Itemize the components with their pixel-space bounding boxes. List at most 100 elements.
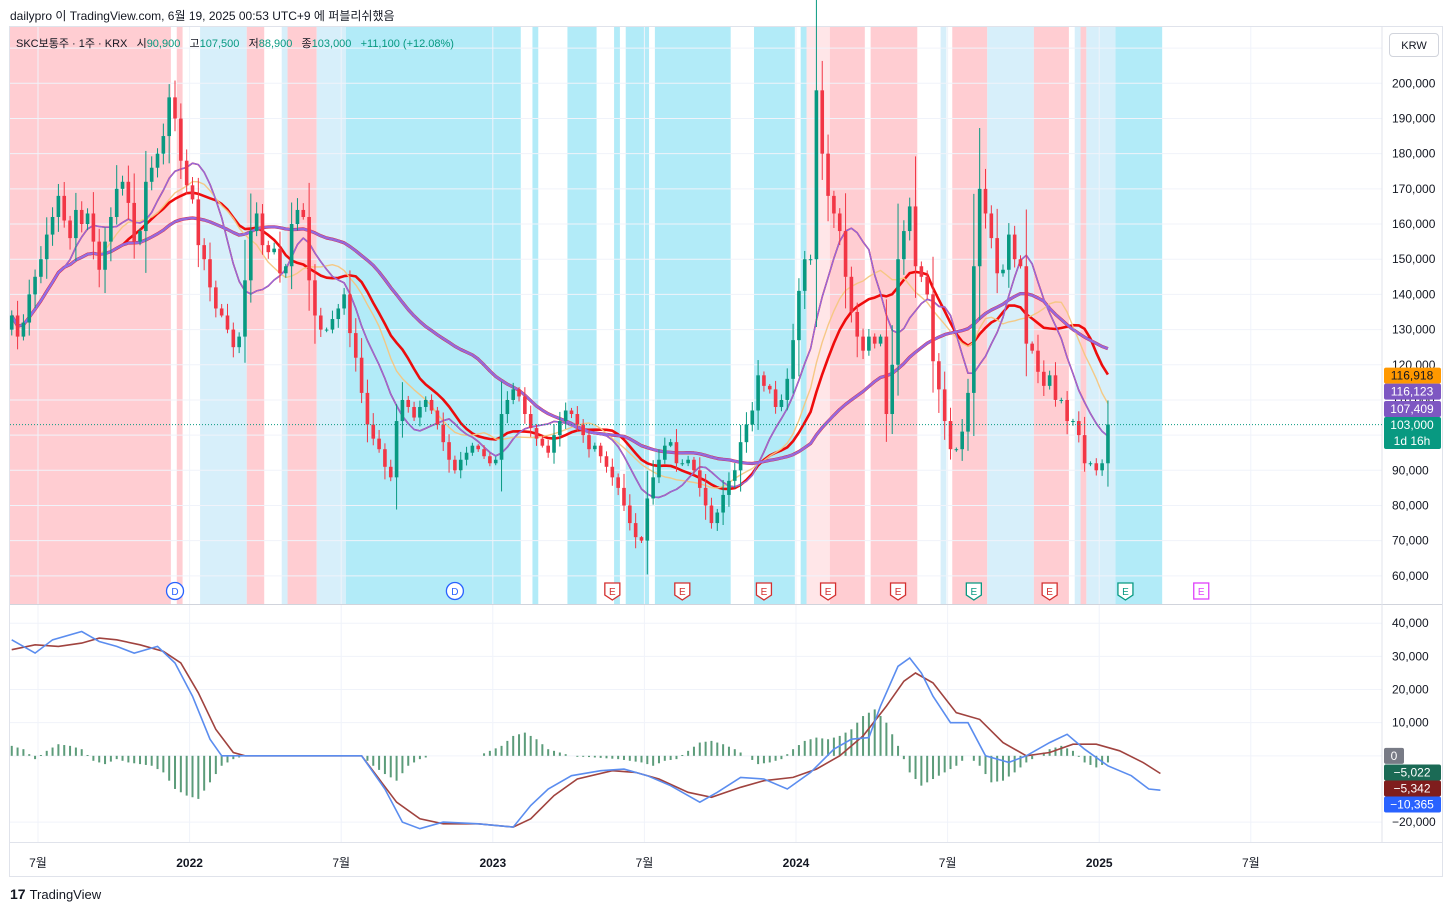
earnings-down-marker: E bbox=[755, 582, 773, 601]
candle-body bbox=[109, 216, 113, 242]
time-tick-label: 7월 bbox=[332, 856, 350, 870]
macd-histogram-bar bbox=[582, 755, 585, 757]
candle-body bbox=[662, 445, 667, 460]
macd-histogram-bar bbox=[687, 750, 690, 756]
candle-body bbox=[447, 442, 451, 460]
candle-body bbox=[983, 188, 988, 214]
candle-body bbox=[196, 199, 201, 246]
currency-button[interactable]: KRW bbox=[1389, 33, 1439, 57]
macd-histogram-bar bbox=[774, 755, 777, 761]
tradingview-logo-icon[interactable]: 17 bbox=[10, 886, 26, 902]
price-tag: 107,409 bbox=[1384, 401, 1441, 418]
candle-body bbox=[966, 392, 970, 432]
price-tick-label: 170,000 bbox=[1392, 182, 1436, 196]
symbol-legend: SKC보통주 · 1주 · KRX 시90,900 고107,500 저88,9… bbox=[16, 35, 454, 51]
macd-histogram-bar bbox=[617, 755, 620, 760]
candle-body bbox=[1094, 463, 1099, 471]
macd-panel bbox=[10, 630, 1161, 830]
candle-body bbox=[470, 445, 475, 453]
macd-histogram-bar bbox=[389, 755, 392, 778]
candle-body bbox=[977, 188, 982, 267]
macd-histogram-bar bbox=[850, 729, 853, 756]
macd-histogram-bar bbox=[86, 754, 89, 756]
price-tag-box bbox=[1384, 401, 1441, 418]
candle-body bbox=[960, 431, 964, 450]
candle-body bbox=[39, 259, 43, 277]
macd-zero-tag-box bbox=[1384, 747, 1404, 764]
candle-body bbox=[546, 445, 550, 453]
time-tick-label: 7월 bbox=[29, 856, 47, 870]
tradingview-brand[interactable]: TradingView bbox=[29, 886, 102, 902]
macd-zero-tag-label: 0 bbox=[1391, 749, 1398, 763]
background-band bbox=[567, 27, 597, 604]
macd-histogram-bar bbox=[529, 735, 532, 756]
candle-body bbox=[394, 421, 399, 478]
candle-body bbox=[1076, 421, 1081, 436]
macd-histogram-bar bbox=[611, 755, 614, 759]
candle-body bbox=[808, 259, 813, 261]
candle-body bbox=[727, 480, 731, 495]
candle-body bbox=[441, 424, 446, 443]
candle-body bbox=[237, 336, 241, 348]
publish-attribution: dailypro 이 TradingView.com, 6월 19, 2025 … bbox=[10, 9, 395, 23]
background-band bbox=[532, 27, 539, 604]
earnings-marker-shape bbox=[755, 582, 773, 601]
candle-body bbox=[919, 266, 924, 277]
macd-histogram-bar bbox=[144, 755, 147, 765]
macd-histogram-bar bbox=[57, 744, 60, 756]
candle-body bbox=[762, 375, 766, 386]
earnings-down-marker: E bbox=[889, 582, 907, 601]
candle-body bbox=[569, 410, 574, 415]
earnings-down-marker: E bbox=[1041, 582, 1058, 601]
macd-histogram-bar bbox=[1007, 755, 1010, 777]
background-band bbox=[1115, 27, 1163, 604]
macd-histogram-bar bbox=[547, 749, 550, 756]
macd-histogram-bar bbox=[500, 745, 503, 756]
macd-histogram-bar bbox=[168, 755, 171, 781]
grid-lines bbox=[10, 27, 1442, 843]
candle-body bbox=[593, 445, 597, 450]
candle-body bbox=[505, 399, 510, 415]
footer: 17 TradingView bbox=[10, 886, 101, 902]
macd-histogram-bar bbox=[127, 755, 130, 763]
candle-body bbox=[114, 188, 119, 217]
macd-histogram-bar bbox=[751, 755, 754, 760]
macd-histogram-bar bbox=[1066, 748, 1069, 756]
price-tag-box bbox=[1384, 383, 1441, 400]
symbol-name[interactable]: SKC보통주 · 1주 · KRX bbox=[16, 38, 128, 50]
earnings-up-marker: E bbox=[1117, 582, 1134, 601]
candle-body bbox=[925, 276, 930, 295]
candle-body bbox=[907, 206, 912, 232]
price-tag: 116,918 bbox=[1384, 367, 1441, 384]
price-tag-countdown: 1d 16h bbox=[1394, 434, 1431, 448]
candle-body bbox=[558, 421, 562, 436]
dividend-marker: D bbox=[445, 581, 465, 601]
candle-body bbox=[120, 181, 125, 189]
candle-body bbox=[353, 333, 358, 358]
candle-body bbox=[272, 248, 276, 253]
candle-body bbox=[657, 459, 661, 478]
macd-histogram-bar bbox=[10, 745, 13, 756]
event-marker-letter: E bbox=[1198, 587, 1205, 598]
macd-histogram-bar bbox=[716, 742, 719, 756]
background-band bbox=[176, 27, 183, 604]
candle-body bbox=[74, 209, 78, 239]
candle-body bbox=[598, 445, 603, 457]
candle-body bbox=[359, 357, 364, 393]
candle-body bbox=[861, 336, 865, 351]
event-marker-letter: E bbox=[895, 587, 902, 598]
earnings-marker-shape bbox=[1193, 582, 1210, 600]
price-tag: 116,123 bbox=[1384, 383, 1441, 400]
macd-histogram-bar bbox=[757, 755, 760, 765]
price-tag-box bbox=[1384, 417, 1441, 450]
macd-histogram-bar bbox=[553, 750, 556, 756]
candle-body bbox=[872, 336, 877, 344]
candle-body bbox=[418, 406, 422, 418]
candle-body bbox=[482, 449, 486, 457]
candle-body bbox=[651, 477, 655, 499]
candle-body bbox=[371, 424, 376, 439]
candle-body bbox=[21, 322, 26, 337]
macd-histogram-bar bbox=[914, 755, 917, 780]
candle-body bbox=[849, 276, 854, 312]
